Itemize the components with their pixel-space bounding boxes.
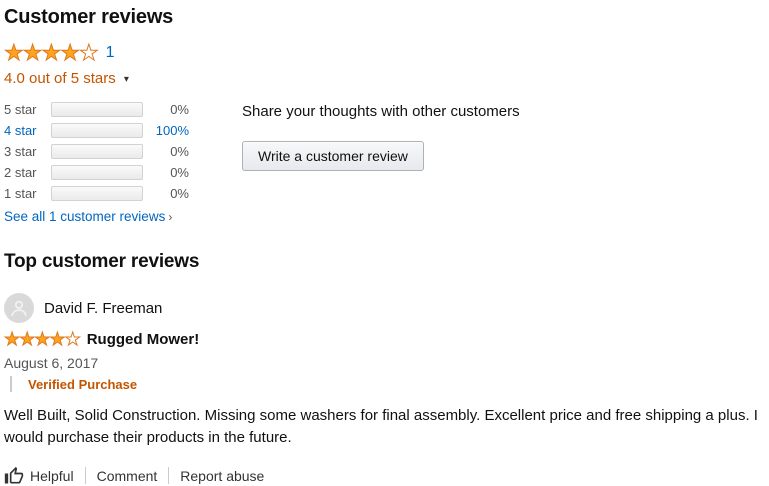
- histogram-label[interactable]: 2 star: [4, 165, 37, 180]
- histogram-percent[interactable]: 0%: [170, 165, 189, 180]
- review-title-link[interactable]: Rugged Mower!: [86, 330, 200, 348]
- review-author-link[interactable]: David F. Freeman: [44, 299, 163, 317]
- helpful-label: Helpful: [30, 467, 74, 484]
- histogram-label[interactable]: 1 star: [4, 186, 37, 201]
- chevron-down-icon[interactable]: ▾: [123, 74, 129, 85]
- person-icon: [11, 300, 27, 317]
- rating-histogram: 5 star 0% 4 star 100% 3 star 0% 2 star 0…: [4, 102, 242, 224]
- average-rating-row: ★★★★★ 1: [4, 40, 765, 65]
- see-all-reviews-row: See all 1 customer reviews ›: [4, 209, 242, 224]
- report-abuse-link[interactable]: Report abuse: [180, 467, 265, 484]
- share-prompt-text: Share your thoughts with other customers: [242, 103, 520, 120]
- avatar[interactable]: [4, 293, 34, 323]
- histogram-row-3-star[interactable]: 3 star 0%: [4, 144, 242, 159]
- histogram-row-5-star[interactable]: 5 star 0%: [4, 102, 242, 117]
- write-review-button[interactable]: Write a customer review: [242, 141, 424, 171]
- share-thoughts-panel: Share your thoughts with other customers…: [242, 102, 520, 224]
- chevron-right-icon: ›: [168, 210, 173, 224]
- histogram-row-2-star[interactable]: 2 star 0%: [4, 165, 242, 180]
- review-title-row: ★★★★★ Rugged Mower!: [3, 329, 765, 349]
- histogram-bar[interactable]: [51, 165, 143, 180]
- comment-link[interactable]: Comment: [96, 467, 158, 484]
- histogram-percent[interactable]: 100%: [155, 123, 189, 138]
- average-rating-stars[interactable]: ★★★★★: [4, 40, 100, 65]
- histogram-percent[interactable]: 0%: [170, 102, 189, 117]
- reviews-summary-columns: 5 star 0% 4 star 100% 3 star 0% 2 star 0…: [4, 102, 765, 224]
- histogram-bar[interactable]: [51, 102, 143, 117]
- verified-purchase-row: Verified Purchase: [10, 376, 765, 392]
- divider: [168, 467, 170, 484]
- helpful-button[interactable]: Helpful: [4, 466, 74, 486]
- histogram-row-4-star[interactable]: 4 star 100%: [4, 123, 242, 138]
- review-date: August 6, 2017: [4, 355, 99, 371]
- divider: [84, 467, 86, 484]
- rating-summary-link[interactable]: 4.0 out of 5 stars: [4, 70, 116, 87]
- review-rating-stars: ★★★★★: [3, 329, 81, 349]
- top-reviews-title: Top customer reviews: [4, 251, 200, 272]
- page-title: Customer reviews: [4, 6, 174, 28]
- review-card: David F. Freeman ★★★★★ Rugged Mower! Aug…: [3, 293, 765, 486]
- review-count-link[interactable]: 1: [105, 44, 115, 61]
- verified-purchase-badge[interactable]: Verified Purchase: [28, 377, 138, 392]
- histogram-percent[interactable]: 0%: [170, 144, 189, 159]
- thumb-up-icon: [4, 466, 24, 483]
- histogram-label[interactable]: 4 star: [4, 123, 37, 138]
- rating-summary-row: 4.0 out of 5 stars ▾: [4, 70, 765, 87]
- histogram-bar[interactable]: [51, 186, 143, 201]
- histogram-bar[interactable]: [51, 123, 143, 138]
- histogram-label[interactable]: 5 star: [4, 102, 37, 117]
- see-all-reviews-link[interactable]: See all 1 customer reviews: [4, 209, 166, 224]
- review-body-text: Well Built, Solid Construction. Missing …: [4, 407, 758, 446]
- review-actions: Helpful Comment Report abuse: [4, 466, 765, 486]
- histogram-label[interactable]: 3 star: [4, 144, 37, 159]
- histogram-bar[interactable]: [51, 144, 143, 159]
- histogram-row-1-star[interactable]: 1 star 0%: [4, 186, 242, 201]
- histogram-percent[interactable]: 0%: [170, 186, 189, 201]
- review-header: David F. Freeman: [4, 293, 765, 323]
